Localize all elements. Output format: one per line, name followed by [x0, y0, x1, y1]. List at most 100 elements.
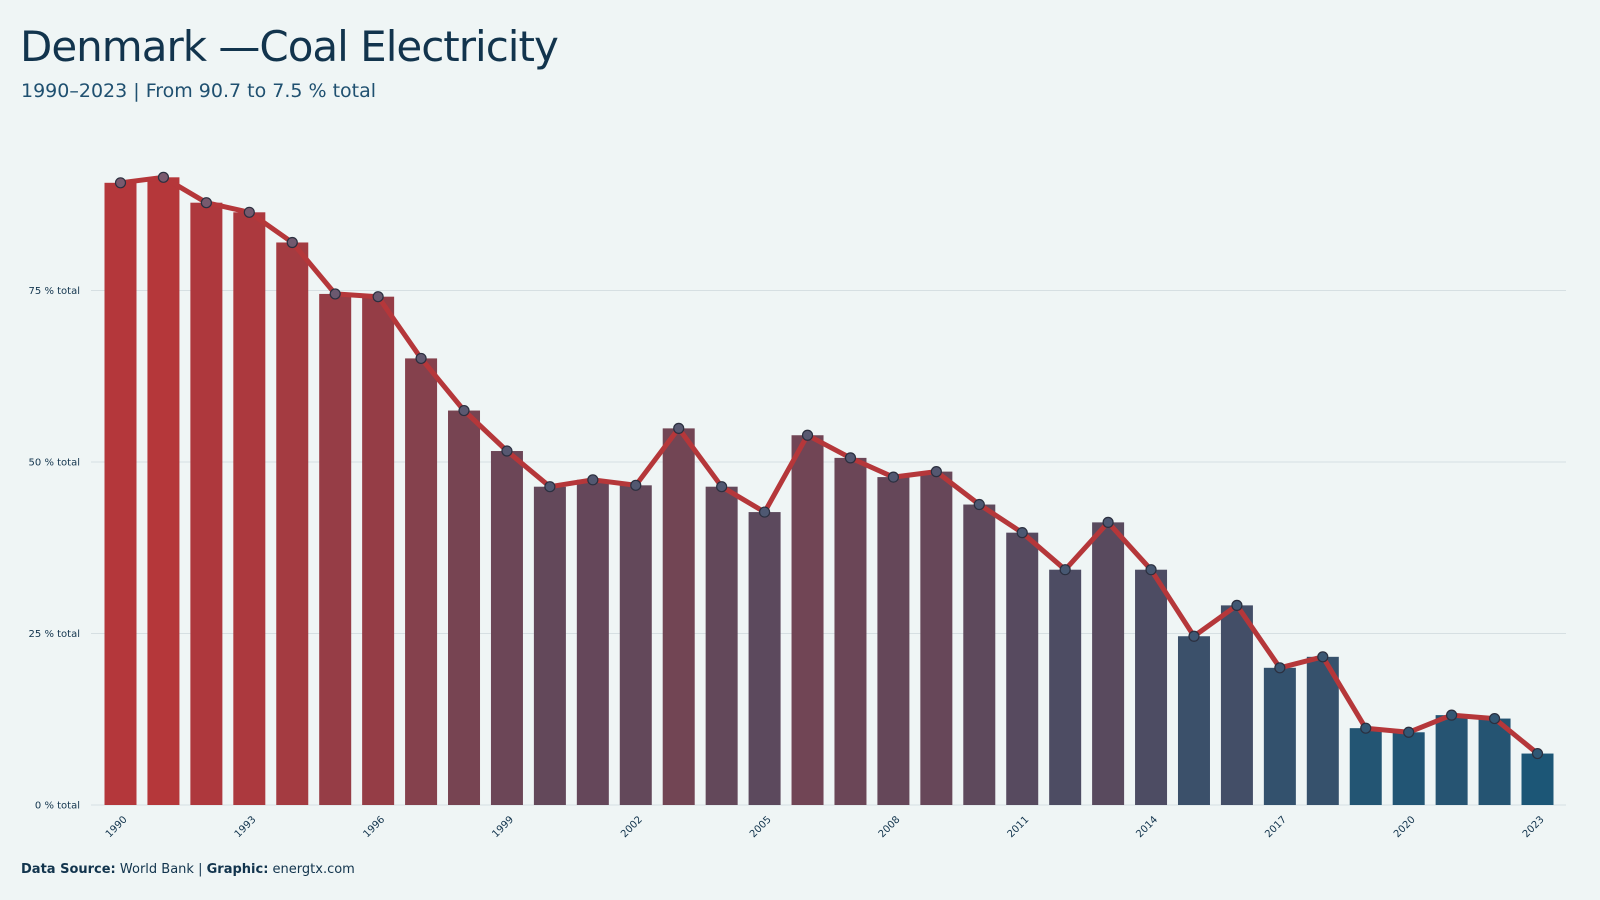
point-1998	[458, 404, 470, 417]
x-tick-label: 2020	[1392, 814, 1418, 840]
bar-2022	[1478, 718, 1511, 805]
chart-subtitle: 1990–2023 | From 90.7 to 7.5 % total	[21, 80, 377, 102]
bar-2005	[748, 512, 781, 805]
x-tick-label: 1990	[104, 814, 130, 840]
point-2014	[1145, 564, 1157, 576]
point-2022	[1488, 712, 1501, 725]
y-tick-label: 50 % total	[29, 458, 80, 469]
point-1992	[200, 197, 212, 209]
point-2018	[1317, 651, 1329, 663]
bar-2018	[1306, 656, 1339, 805]
graphic-label: Graphic:	[206, 862, 269, 877]
bar-2021	[1435, 715, 1468, 805]
trend-line	[118, 174, 1540, 756]
bar-2001	[576, 479, 609, 805]
x-axis-ticks: 1990 1993 1996 1999 2002 2005 2008 2011 2014 2017…	[104, 814, 1547, 840]
bars	[104, 177, 1554, 806]
bar-2004	[705, 486, 738, 805]
point-2009	[930, 466, 942, 478]
bar-2017	[1263, 667, 1296, 805]
x-tick-label: 2011	[1006, 814, 1032, 840]
point-2000	[544, 481, 556, 493]
bar-2020	[1392, 732, 1425, 805]
y-tick-label: 75 % total	[29, 286, 80, 297]
bar-1995	[319, 293, 352, 805]
x-tick-label: 1999	[490, 814, 516, 840]
bar-1998	[448, 410, 481, 805]
point-2007	[844, 452, 857, 464]
y-axis-ticks: 0 % total 25 % total 50 % total 75 % total	[29, 286, 80, 812]
point-1999	[501, 445, 513, 457]
point-2003	[673, 422, 685, 434]
bar-2006	[791, 435, 824, 805]
point-1997	[415, 352, 427, 365]
bar-1992	[190, 202, 223, 805]
point-2011	[1016, 527, 1028, 539]
bar-2011	[1006, 532, 1039, 805]
footer-separator: |	[198, 862, 203, 877]
point-2023	[1531, 747, 1544, 760]
point-2015	[1188, 630, 1200, 642]
y-tick-label: 0 % total	[35, 801, 80, 812]
point-1990	[114, 177, 127, 189]
point-2016	[1231, 599, 1243, 611]
point-1995	[329, 288, 341, 300]
bar-2008	[877, 477, 910, 805]
bar-1996	[362, 296, 395, 805]
bar-2000	[533, 486, 566, 805]
x-tick-label: 2002	[619, 814, 645, 840]
bar-1999	[490, 451, 523, 805]
bar-2003	[662, 428, 695, 805]
bar-2002	[619, 485, 652, 805]
data-points	[114, 171, 1544, 760]
source-label: Data Source:	[21, 862, 116, 877]
point-2004	[716, 481, 728, 493]
point-2019	[1360, 722, 1372, 734]
point-2017	[1274, 662, 1286, 674]
source-value: World Bank	[119, 862, 194, 877]
bar-2010	[963, 504, 996, 805]
x-tick-label: 2005	[748, 814, 774, 840]
point-2002	[630, 479, 642, 491]
point-1991	[157, 171, 170, 183]
trend-line-path	[118, 174, 1540, 756]
x-tick-label: 2017	[1263, 814, 1289, 840]
x-tick-label: 2023	[1521, 814, 1547, 840]
x-tick-label: 2008	[877, 814, 903, 840]
bar-2014	[1135, 569, 1168, 805]
point-2006	[801, 429, 814, 441]
grid-lines	[91, 290, 1566, 806]
x-tick-label: 1993	[233, 814, 259, 840]
point-1993	[243, 206, 255, 218]
x-tick-label: 1996	[361, 814, 387, 840]
bar-1993	[233, 212, 266, 805]
point-2020	[1403, 726, 1415, 738]
bar-1994	[276, 242, 309, 806]
point-2012	[1059, 564, 1071, 576]
graphic-value: energtx.com	[272, 862, 355, 877]
bar-1997	[405, 358, 438, 805]
bar-1990	[104, 182, 137, 806]
bar-2019	[1349, 728, 1382, 805]
chart-title: Denmark —Coal Electricity	[20, 22, 559, 71]
footer-credits: Data Source: World Bank | Graphic: energ…	[21, 862, 355, 877]
point-2021	[1446, 709, 1458, 721]
point-1996	[372, 291, 384, 303]
point-2001	[587, 474, 599, 486]
point-2005	[758, 506, 771, 518]
bar-2013	[1092, 522, 1125, 805]
point-2013	[1102, 516, 1114, 528]
point-2010	[973, 498, 985, 511]
y-tick-label: 25 % total	[29, 629, 80, 640]
point-2008	[887, 471, 900, 483]
point-1994	[286, 236, 298, 249]
bar-2012	[1049, 569, 1082, 805]
bar-2007	[834, 457, 867, 805]
bar-2015	[1177, 636, 1210, 805]
bar-2023	[1521, 753, 1554, 805]
bar-2016	[1220, 605, 1253, 805]
bar-1991	[147, 177, 180, 805]
bar-2009	[920, 471, 953, 805]
x-tick-label: 2014	[1134, 814, 1160, 840]
